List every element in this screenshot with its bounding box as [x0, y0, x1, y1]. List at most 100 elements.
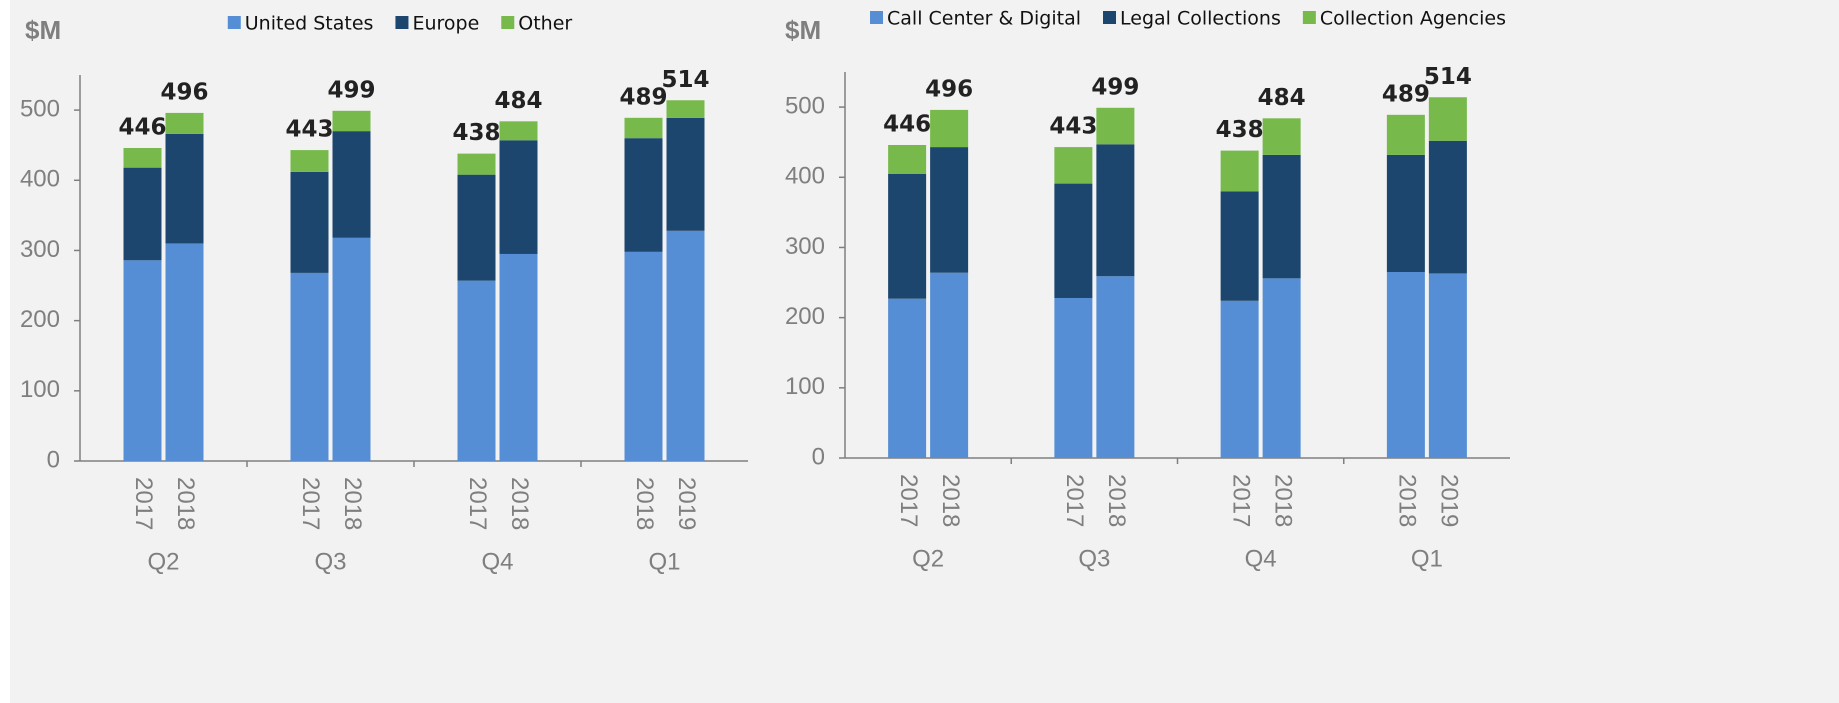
bar-segment	[624, 138, 663, 252]
legend-swatch	[227, 16, 241, 29]
total-label: 438	[1216, 117, 1264, 143]
y-tick-label: 100	[785, 373, 825, 400]
bar-segment	[1054, 297, 1093, 458]
bar-segment	[888, 298, 927, 458]
y-tick-label: 200	[20, 306, 60, 333]
total-label: 484	[1258, 85, 1306, 111]
y-axis-label: $M	[25, 15, 61, 45]
total-label: 499	[327, 77, 375, 103]
total-label: 443	[1049, 114, 1097, 140]
y-axis-label: $M	[785, 15, 821, 45]
y-tick-label: 300	[20, 236, 60, 263]
x-tick-label: 2018	[339, 477, 366, 530]
total-label: 446	[883, 111, 931, 137]
legend-swatch	[501, 16, 515, 29]
legend-swatch	[1103, 11, 1117, 24]
bar-segment	[165, 243, 204, 461]
bar-segment	[1262, 278, 1301, 458]
bar-segment	[123, 167, 162, 261]
bar-segment	[624, 251, 663, 461]
bar-segment	[165, 133, 204, 244]
group-label: Q3	[1078, 545, 1110, 572]
bar-segment	[666, 100, 705, 118]
y-tick-label: 100	[20, 376, 60, 403]
x-tick-label: 2019	[673, 477, 700, 530]
legend-label: United States	[245, 13, 374, 35]
legend-swatch	[1302, 11, 1316, 24]
group-label: Q2	[912, 545, 944, 572]
x-tick-label: 2017	[895, 474, 922, 527]
x-tick-label: 2018	[1103, 474, 1130, 527]
group-label: Q2	[147, 548, 179, 575]
y-tick-label: 0	[47, 446, 60, 473]
total-label: 514	[661, 67, 709, 93]
bar-segment	[666, 117, 705, 231]
bar-segment	[888, 144, 927, 174]
bar-segment	[888, 173, 927, 299]
bar-segment	[1096, 276, 1135, 458]
bar-segment	[1386, 272, 1425, 458]
bar-segment	[1262, 118, 1301, 155]
total-label: 514	[1424, 64, 1472, 90]
bar-segment	[1054, 183, 1093, 298]
x-tick-label: 2018	[1394, 474, 1421, 527]
bar-segment	[624, 117, 663, 139]
group-label: Q3	[314, 548, 346, 575]
legend-label: Collection Agencies	[1320, 8, 1506, 30]
bar-segment	[290, 150, 329, 172]
bar-segment	[1262, 154, 1301, 279]
x-tick-label: 2018	[172, 477, 199, 530]
bar-segment	[332, 110, 371, 132]
bar-segment	[123, 260, 162, 461]
legend-label: Other	[518, 13, 572, 35]
bar-segment	[457, 280, 496, 461]
bar-segment	[123, 147, 162, 168]
total-label: 446	[118, 114, 166, 140]
legend-label: Europe	[412, 13, 479, 35]
total-label: 438	[452, 120, 500, 146]
bar-segment	[332, 131, 371, 238]
bar-segment	[290, 171, 329, 273]
bar-segment	[1096, 144, 1135, 277]
y-tick-label: 500	[20, 95, 60, 122]
bar-segment	[1428, 140, 1467, 274]
bar-segment	[1386, 154, 1425, 273]
group-label: Q1	[1411, 545, 1443, 572]
y-tick-label: 0	[812, 443, 825, 470]
bar-segment	[930, 109, 969, 148]
x-tick-label: 2018	[631, 477, 658, 530]
bar-segment	[930, 147, 969, 273]
x-tick-label: 2017	[1227, 474, 1254, 527]
bar-segment	[1220, 300, 1259, 458]
legend-label: Call Center & Digital	[887, 8, 1081, 30]
bar-segment	[1054, 147, 1093, 184]
bar-segment	[499, 121, 538, 141]
bar-segment	[1386, 114, 1425, 155]
total-label: 496	[160, 79, 208, 105]
x-tick-label: 2017	[297, 477, 324, 530]
x-tick-label: 2019	[1436, 474, 1463, 527]
bar-segment	[457, 174, 496, 281]
total-label: 496	[925, 76, 973, 102]
bar-segment	[499, 140, 538, 254]
y-tick-label: 500	[785, 92, 825, 119]
group-label: Q1	[648, 548, 680, 575]
total-label: 489	[619, 84, 667, 110]
y-tick-label: 400	[20, 166, 60, 193]
x-tick-label: 2018	[506, 477, 533, 530]
bar-segment	[1428, 97, 1467, 141]
legend-swatch	[870, 11, 884, 24]
bar-segment	[1096, 107, 1135, 145]
bar-segment	[930, 272, 969, 458]
bar-segment	[1220, 191, 1259, 301]
x-tick-label: 2018	[1269, 474, 1296, 527]
x-tick-label: 2018	[937, 474, 964, 527]
bar-segment	[457, 153, 496, 175]
bar-segment	[332, 237, 371, 461]
group-label: Q4	[481, 548, 513, 575]
x-tick-label: 2017	[1061, 474, 1088, 527]
y-tick-label: 200	[785, 303, 825, 330]
bar-segment	[290, 272, 329, 461]
bar-segment	[1220, 150, 1259, 192]
total-label: 499	[1091, 74, 1139, 100]
